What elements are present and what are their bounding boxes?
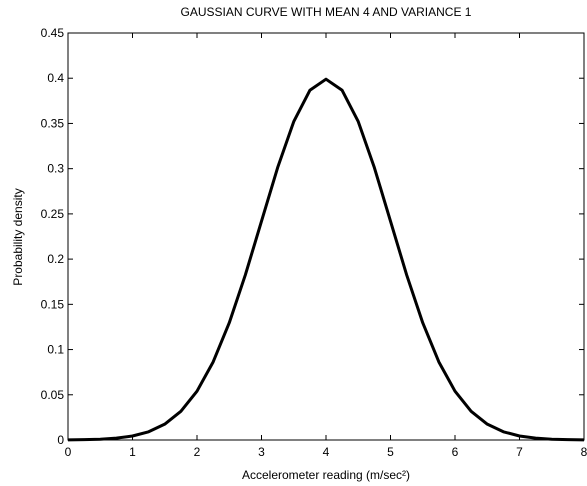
y-tick-label: 0.05 xyxy=(41,388,65,402)
y-axis-label: Probability density xyxy=(11,188,25,285)
x-tick-label: 5 xyxy=(387,445,394,459)
y-tick-label: 0.25 xyxy=(41,207,65,221)
y-tick-label: 0.4 xyxy=(47,71,64,85)
y-tick-label: 0.45 xyxy=(41,26,65,40)
x-tick-label: 2 xyxy=(194,445,201,459)
x-tick-label: 1 xyxy=(129,445,136,459)
data-line xyxy=(67,77,585,442)
x-tick-label: 0 xyxy=(65,445,72,459)
x-axis-label: Accelerometer reading (m/sec²) xyxy=(242,468,410,482)
x-tick-label: 8 xyxy=(581,445,587,459)
y-tick-label: 0.15 xyxy=(41,297,65,311)
y-tick-label: 0 xyxy=(57,433,64,447)
x-tick-label: 7 xyxy=(516,445,523,459)
x-tick-label: 6 xyxy=(452,445,459,459)
x-tick-label: 3 xyxy=(258,445,265,459)
y-tick-label: 0.2 xyxy=(47,252,64,266)
chart-title: GAUSSIAN CURVE WITH MEAN 4 AND VARIANCE … xyxy=(181,5,472,19)
y-tick-label: 0.3 xyxy=(47,162,64,176)
x-tick-label: 4 xyxy=(323,445,330,459)
y-tick-label: 0.35 xyxy=(41,116,65,130)
y-tick-label: 0.1 xyxy=(47,343,64,357)
